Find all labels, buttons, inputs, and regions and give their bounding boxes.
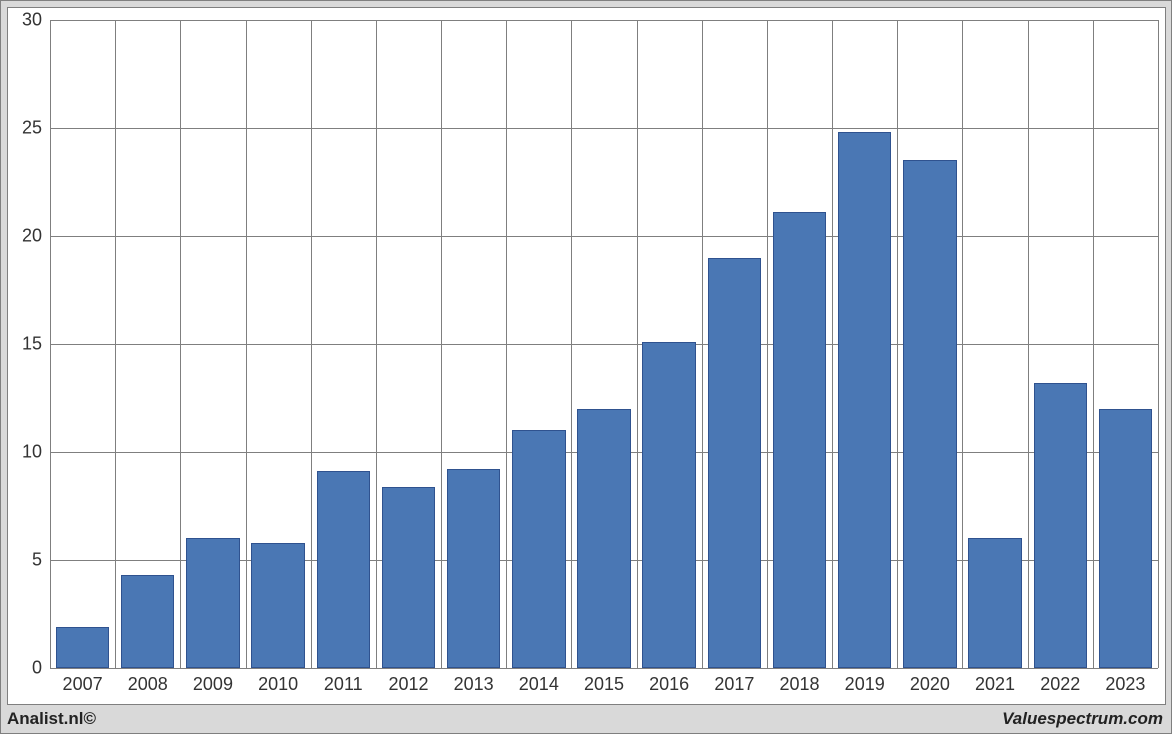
gridline-vertical (50, 20, 51, 668)
bar (773, 212, 826, 668)
gridline-vertical (962, 20, 963, 668)
gridline-vertical (637, 20, 638, 668)
x-axis-tick-label: 2020 (910, 674, 950, 695)
x-axis-tick-label: 2011 (324, 674, 363, 695)
x-axis-tick-label: 2015 (584, 674, 624, 695)
bar (838, 132, 891, 668)
bar (251, 543, 304, 668)
bar (968, 538, 1021, 668)
y-axis-tick-label: 25 (2, 118, 42, 139)
gridline-vertical (767, 20, 768, 668)
bar (708, 258, 761, 668)
y-axis-tick-label: 30 (2, 10, 42, 31)
bar (1099, 409, 1152, 668)
y-axis-tick-label: 15 (2, 334, 42, 355)
gridline-vertical (1158, 20, 1159, 668)
x-axis-tick-label: 2009 (193, 674, 233, 695)
plot-area (50, 20, 1158, 668)
gridline-vertical (832, 20, 833, 668)
x-axis-tick-label: 2018 (779, 674, 819, 695)
bar (577, 409, 630, 668)
bar (642, 342, 695, 668)
x-axis-tick-label: 2014 (519, 674, 559, 695)
gridline-vertical (376, 20, 377, 668)
bar (1034, 383, 1087, 668)
gridline-horizontal (50, 668, 1158, 669)
chart-container: 0 5 10 15 20 25 30 2007 2008 2009 2010 2011 2012 2013… (0, 0, 1172, 734)
bar (903, 160, 956, 668)
x-axis-tick-label: 2016 (649, 674, 689, 695)
bar (121, 575, 174, 668)
gridline-vertical (897, 20, 898, 668)
x-axis-tick-label: 2008 (128, 674, 168, 695)
gridline-vertical (571, 20, 572, 668)
bar (186, 538, 239, 668)
bar (317, 471, 370, 668)
gridline-vertical (441, 20, 442, 668)
gridline-vertical (115, 20, 116, 668)
gridline-vertical (702, 20, 703, 668)
bar (447, 469, 500, 668)
x-axis-tick-label: 2017 (714, 674, 754, 695)
gridline-vertical (246, 20, 247, 668)
y-axis-tick-label: 10 (2, 442, 42, 463)
gridline-vertical (1093, 20, 1094, 668)
bar (512, 430, 565, 668)
y-axis-tick-label: 0 (2, 658, 42, 679)
bar (382, 487, 435, 668)
y-axis-tick-label: 20 (2, 226, 42, 247)
gridline-horizontal (50, 128, 1158, 129)
x-axis-tick-label: 2012 (388, 674, 428, 695)
footer-attribution-left: Analist.nl© (7, 709, 96, 729)
x-axis-tick-label: 2021 (975, 674, 1015, 695)
x-axis-tick-label: 2010 (258, 674, 298, 695)
y-axis-tick-label: 5 (2, 550, 42, 571)
x-axis-tick-label: 2007 (63, 674, 103, 695)
bar (56, 627, 109, 668)
gridline-vertical (180, 20, 181, 668)
gridline-horizontal (50, 20, 1158, 21)
plot-frame: 0510152025302007200820092010201120122013… (7, 7, 1166, 705)
x-axis-tick-label: 2019 (845, 674, 885, 695)
gridline-horizontal (50, 344, 1158, 345)
footer-attribution-right: Valuespectrum.com (1002, 709, 1163, 729)
x-axis-tick-label: 2023 (1105, 674, 1145, 695)
gridline-horizontal (50, 236, 1158, 237)
gridline-vertical (506, 20, 507, 668)
gridline-vertical (1028, 20, 1029, 668)
gridline-vertical (311, 20, 312, 668)
x-axis-tick-label: 2013 (454, 674, 494, 695)
x-axis-tick-label: 2022 (1040, 674, 1080, 695)
